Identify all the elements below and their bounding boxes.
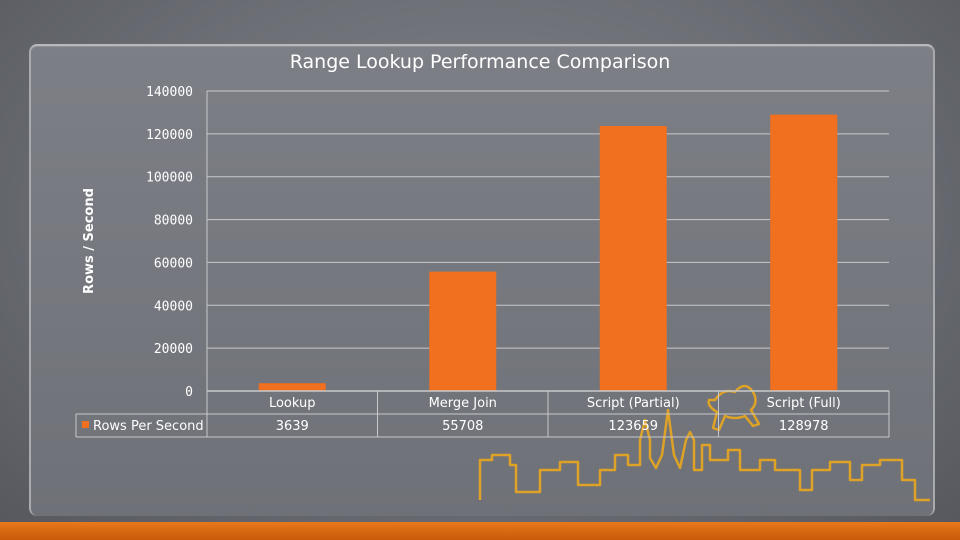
category-label: Lookup	[269, 396, 316, 411]
bars	[258, 114, 838, 392]
bar	[770, 114, 838, 392]
category-label: Script (Partial)	[587, 396, 680, 411]
legend-label: Rows Per Second	[93, 419, 204, 434]
y-tick-label: 0	[185, 385, 193, 400]
y-tick-label: 80000	[154, 214, 193, 229]
footer-accent-bar	[0, 522, 960, 540]
category-label: Merge Join	[429, 396, 497, 411]
equestrian-statue-icon	[707, 384, 761, 432]
y-axis-label: Rows / Second	[82, 188, 97, 294]
bar	[429, 271, 497, 391]
y-tick-label: 20000	[154, 342, 193, 357]
category-label: Script (Full)	[767, 396, 841, 411]
bar	[258, 383, 326, 391]
bar	[599, 126, 667, 392]
y-tick-label: 60000	[154, 256, 193, 271]
chart-title: Range Lookup Performance Comparison	[290, 51, 671, 73]
data-label: 55708	[442, 419, 483, 434]
city-skyline-icon	[478, 384, 930, 502]
data-label: 123659	[608, 419, 658, 434]
data-label: 3639	[276, 419, 309, 434]
y-tick-label: 40000	[154, 299, 193, 314]
data-table: Lookup 3639 Merge Join 55708 Script (Partial…	[75, 390, 890, 438]
data-label: 128978	[779, 419, 829, 434]
y-tick-label: 140000	[146, 85, 193, 100]
y-axis-ticks: 0 20000 40000 60000 80000 100000 120000 140000	[146, 85, 193, 400]
y-tick-label: 120000	[146, 128, 193, 143]
legend-swatch	[82, 421, 89, 428]
y-tick-label: 100000	[146, 171, 193, 186]
